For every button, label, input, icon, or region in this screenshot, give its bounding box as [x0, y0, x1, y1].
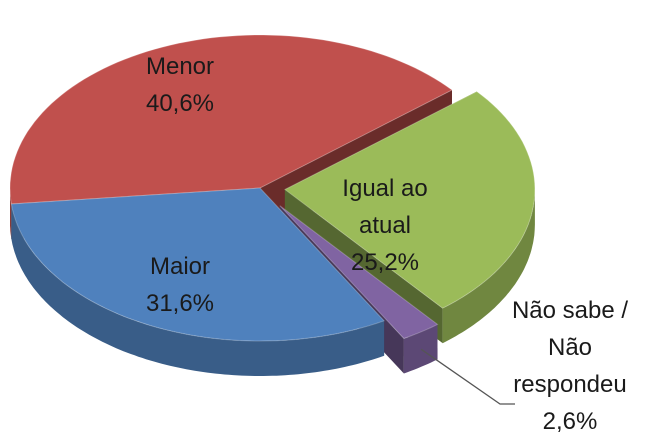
category-label: Não sabe / Não respondeu — [511, 297, 629, 398]
slice-label: Não sabe / Não respondeu 2,6% — [505, 292, 635, 440]
slice-label: Menor 40,6% — [100, 48, 260, 122]
category-label: Maior — [149, 253, 210, 280]
pie-slice — [279, 205, 439, 340]
leader-line — [420, 348, 515, 405]
pie-slice — [10, 187, 385, 342]
value-label: 25,2% — [350, 249, 420, 276]
slice-outer-wall — [10, 188, 12, 239]
pie-slice — [9, 34, 453, 205]
slice-outer-wall — [11, 204, 385, 376]
slice-label: Maior 31,6% — [100, 248, 260, 322]
slice-outer-wall — [403, 324, 438, 374]
slice-outer-wall — [442, 189, 535, 344]
value-label: 40,6% — [145, 90, 215, 117]
pie-slice — [283, 90, 536, 309]
slice-label: Igual ao atual 25,2% — [325, 170, 445, 281]
value-label: 31,6% — [145, 290, 215, 317]
value-label: 2,6% — [542, 408, 598, 435]
category-label: Igual ao atual — [342, 175, 428, 239]
category-label: Menor — [145, 53, 215, 80]
